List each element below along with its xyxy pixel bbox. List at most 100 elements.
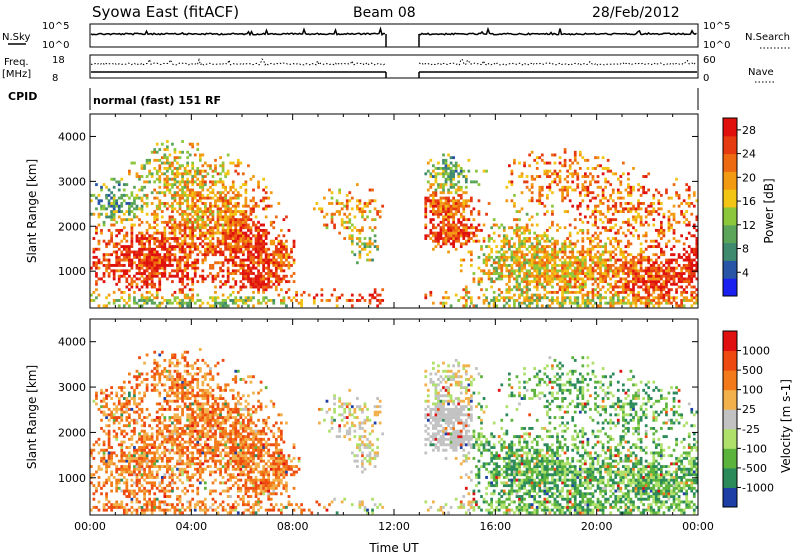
power-cell-2237 [432, 204, 435, 208]
power-cell-1132 [201, 210, 205, 213]
power-cell-312 [133, 202, 136, 205]
power-cell-930 [186, 258, 189, 262]
power-cell-322 [135, 266, 139, 270]
power-cell-517 [153, 247, 157, 251]
velocity-cell-170 [117, 503, 121, 507]
power-cell-1611 [244, 263, 248, 267]
power-cell-3441 [576, 161, 580, 165]
power-cell-553 [155, 231, 159, 235]
power-cell-1789 [262, 296, 265, 300]
power-cell-1190 [209, 296, 212, 300]
power-cell-1332 [221, 274, 225, 278]
power-cell-2143 [368, 258, 372, 262]
power-cell-1659 [247, 215, 250, 219]
power-cell-1596 [242, 218, 245, 222]
power-cell-1303 [219, 269, 222, 273]
power-cell-1622 [244, 220, 248, 224]
power-cell-2181 [378, 293, 382, 297]
power-cell-416 [143, 166, 146, 170]
power-cell-3505 [584, 272, 587, 275]
power-cell-903 [183, 228, 187, 232]
power-cell-1566 [239, 220, 243, 224]
power-cell-1806 [262, 239, 265, 243]
power-cell-3938 [629, 288, 633, 292]
power-cell-1868 [269, 242, 273, 246]
velocity-cell-361 [135, 405, 139, 409]
power-cell-917 [183, 169, 187, 173]
power-cell-1895 [274, 269, 278, 273]
power-cell-1900 [274, 253, 278, 257]
power-cell-1589 [242, 239, 245, 243]
power-cell-3564 [589, 215, 592, 219]
power-cell-2652 [490, 299, 493, 302]
power-cell-1002 [191, 242, 195, 246]
power-cell-1416 [226, 204, 230, 208]
power-cell-3379 [571, 253, 575, 257]
power-cell-2756 [508, 296, 511, 300]
power-cell-4342 [677, 304, 681, 308]
velocity-cell-150 [115, 489, 119, 493]
power-cell-2790 [510, 180, 514, 184]
power-cell-3527 [586, 274, 590, 278]
power-cell-3004 [533, 245, 537, 249]
power-cell-3096 [543, 277, 547, 281]
power-cell-2046 [338, 191, 341, 195]
power-cell-2872 [520, 269, 524, 273]
power-cell-865 [181, 234, 184, 238]
power-cell-1124 [201, 234, 205, 238]
power-cell-2814 [513, 161, 516, 165]
power-cell-2335 [444, 290, 448, 294]
power-cell-474 [148, 161, 151, 165]
power-cell-3659 [599, 266, 602, 270]
power-cell-4166 [654, 282, 658, 286]
velocity-cell-68 [102, 397, 106, 400]
power-cell-2624 [482, 237, 486, 240]
power-cell-2358 [444, 164, 448, 168]
power-cell-1542 [236, 172, 240, 176]
power-cell-1758 [257, 234, 260, 238]
power-cell-2490 [459, 228, 463, 232]
power-cell-2787 [510, 226, 514, 230]
power-cell-2684 [495, 266, 499, 270]
power-cell-596 [158, 169, 162, 173]
power-cell-941 [186, 212, 189, 216]
power-cell-355 [138, 223, 141, 227]
power-cell-2483 [459, 269, 463, 273]
power-cell-4157 [652, 210, 656, 213]
velocity-cell-351 [135, 465, 139, 469]
power-cell-3848 [619, 258, 623, 262]
power-cell-2524 [462, 169, 466, 173]
power-cell-2466 [457, 228, 461, 232]
power-cell-261 [128, 250, 131, 254]
power-cell-2797 [513, 285, 516, 289]
velocity-cell-136 [112, 475, 116, 479]
power-cell-4291 [670, 296, 673, 300]
power-cell-2625 [482, 223, 486, 227]
power-cell-3738 [606, 204, 610, 208]
power-cell-977 [188, 220, 192, 224]
power-cell-4262 [665, 245, 668, 249]
power-cell-1299 [219, 304, 222, 308]
velocity-cell-279 [128, 437, 131, 441]
power-cell-2006 [315, 202, 319, 205]
power-cell-2686 [495, 255, 499, 259]
power-cell-347 [138, 255, 141, 259]
power-cell-943 [186, 204, 189, 208]
power-cell-144 [112, 185, 116, 189]
velocity-cell-49 [100, 388, 103, 392]
power-cell-173 [117, 261, 121, 265]
power-cell-1560 [239, 237, 243, 240]
power-cell-1524 [236, 250, 240, 254]
power-cell-378 [140, 242, 144, 246]
power-cell-4251 [665, 290, 668, 294]
velocity-cell-108 [107, 429, 111, 433]
power-cell-3642 [596, 193, 600, 197]
power-cell-442 [145, 202, 149, 205]
power-cell-342 [138, 269, 141, 273]
power-cell-4202 [657, 207, 661, 211]
power-cell-2621 [482, 258, 486, 262]
power-cell-785 [176, 272, 179, 275]
power-cell-3891 [624, 280, 628, 284]
power-cell-293 [130, 204, 134, 208]
power-cell-1839 [264, 191, 268, 195]
